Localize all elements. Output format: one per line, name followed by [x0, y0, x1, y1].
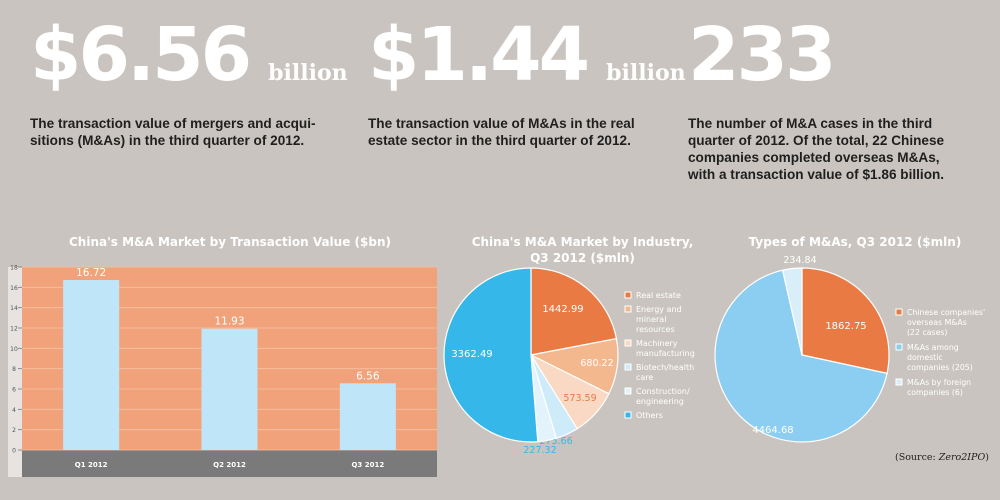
industry-pie-title-line: China's M&A Market by Industry, — [471, 235, 694, 249]
stat-description-line: with a transaction value of $1.86 billio… — [688, 166, 945, 182]
stat-value: $1.44 — [368, 12, 590, 98]
source-suffix: ) — [985, 452, 989, 463]
y-tick-label: 0 — [12, 448, 16, 455]
legend-label: Real estate — [636, 291, 681, 300]
legend-label: companies (6) — [907, 388, 963, 397]
legend-label: M&As among — [907, 343, 959, 352]
legend-label: mineral — [636, 315, 666, 324]
stat-description-line: companies completed overseas M&As, — [688, 149, 940, 165]
legend-label: (22 cases) — [907, 328, 947, 337]
legend-swatch — [624, 305, 632, 313]
legend-swatch — [624, 339, 632, 347]
pie-data-label: 275.66 — [539, 436, 572, 447]
stat-unit: billion — [606, 60, 686, 86]
legend-swatch — [624, 411, 632, 419]
bar — [201, 328, 258, 450]
bar-data-label: 16.72 — [76, 267, 106, 279]
bar-chart-title: China's M&A Market by Transaction Value … — [69, 235, 391, 249]
y-tick-label: 18 — [10, 265, 18, 272]
y-tick-label: 2 — [12, 427, 16, 434]
pie-slice — [530, 267, 618, 356]
stat-case-count: 233 The number of M&A cases in the third… — [688, 18, 944, 184]
y-tick-label: 12 — [10, 326, 18, 333]
stat-transaction-value: $6.56 billion The transaction value of m… — [30, 18, 348, 150]
pie-slice — [781, 267, 803, 356]
pie-data-label: 4464.68 — [752, 425, 793, 436]
legend-label: Construction/ — [636, 387, 690, 396]
bar-chart: 0 2 4 6 8 10 12 14 16 18 16.72 Q1 2012 11.93 Q2 2012 6… — [8, 265, 437, 477]
stat-real-estate-value: $1.44 billion The transaction value of M… — [368, 18, 686, 150]
x-tick-label: Q2 2012 — [213, 461, 246, 469]
pie-data-label: 1442.99 — [542, 304, 583, 315]
industry-pie-title-line: Q3 2012 ($mln) — [530, 251, 635, 266]
pie-data-label: 234.84 — [783, 255, 816, 266]
legend-label: Energy and — [636, 305, 682, 314]
stat-description-line: The transaction value of mergers and acq… — [30, 116, 316, 131]
legend-label: Biotech/health — [636, 363, 694, 372]
legend-swatch — [895, 343, 903, 351]
y-tick-label: 16 — [10, 285, 18, 292]
pie-slice — [801, 267, 890, 375]
bar-data-label: 11.93 — [214, 316, 244, 328]
stat-description-line: The transaction value of M&As in the rea… — [368, 116, 635, 131]
legend-swatch — [624, 387, 632, 395]
pie-data-label: 1862.75 — [825, 321, 866, 332]
y-tick-label: 14 — [10, 305, 18, 312]
source-name: Zero2IPO — [938, 452, 986, 463]
legend-label: companies (205) — [907, 363, 973, 372]
stat-value: 233 — [688, 12, 836, 98]
industry-pie-title: China's M&A Market by Industry, Q3 2012 … — [455, 234, 710, 266]
legend-swatch — [624, 363, 632, 371]
legend-swatch — [895, 308, 903, 316]
source-note: (Source: Zero2IPO) — [895, 452, 989, 463]
legend-label: engineering — [636, 397, 684, 406]
legend-label: M&As by foreign — [907, 378, 971, 387]
legend-label: domestic — [907, 353, 943, 362]
stat-description-line: estate sector in the third quarter of 20… — [368, 132, 631, 148]
stat-description-line: sitions (M&As) in the third quarter of 2… — [30, 132, 305, 148]
legend-swatch — [895, 378, 903, 386]
bar — [63, 280, 120, 450]
types-pie-chart: 1862.75 4464.68 234.84 Chinese companies'ov… — [714, 255, 985, 443]
legend-label: care — [636, 373, 653, 382]
legend-swatch — [624, 291, 632, 299]
bar-data-label: 6.56 — [356, 370, 380, 382]
bar — [339, 383, 396, 450]
source-prefix: (Source: — [895, 452, 939, 463]
stat-value: $6.56 — [30, 12, 252, 98]
legend-label: resources — [636, 325, 675, 334]
stat-description: The transaction value of M&As in the rea… — [368, 116, 686, 150]
x-tick-label: Q3 2012 — [351, 461, 384, 469]
legend-label: manufacturing — [636, 349, 695, 358]
types-pie-title: Types of M&As, Q3 2012 ($mln) — [748, 235, 962, 249]
legend-label: Chinese companies' — [907, 308, 985, 317]
y-tick-label: 10 — [10, 346, 18, 353]
y-tick-label: 4 — [12, 407, 16, 414]
legend-label: Others — [636, 411, 663, 420]
legend-label: Machinery — [636, 339, 678, 348]
pie-slice — [714, 269, 888, 443]
pie-data-label: 573.59 — [563, 393, 596, 404]
stat-description: The transaction value of mergers and acq… — [30, 116, 348, 150]
stat-description-line: The number of M&A cases in the third — [688, 116, 933, 131]
pie-slice — [443, 267, 539, 443]
pie-data-label: 680.22 — [580, 358, 613, 369]
y-tick-label: 8 — [12, 366, 16, 373]
pie-data-label: 3362.49 — [451, 349, 492, 360]
x-axis-band — [22, 450, 437, 477]
stat-unit: billion — [268, 60, 348, 86]
pie-data-label: 227.32 — [523, 445, 556, 456]
stat-description-line: quarter of 2012. Of the total, 22 Chines… — [688, 132, 945, 148]
legend-label: overseas M&As — [907, 318, 967, 327]
stat-description: The number of M&A cases in the third qua… — [688, 116, 944, 184]
y-tick-label: 6 — [12, 387, 16, 394]
x-tick-label: Q1 2012 — [75, 461, 108, 469]
